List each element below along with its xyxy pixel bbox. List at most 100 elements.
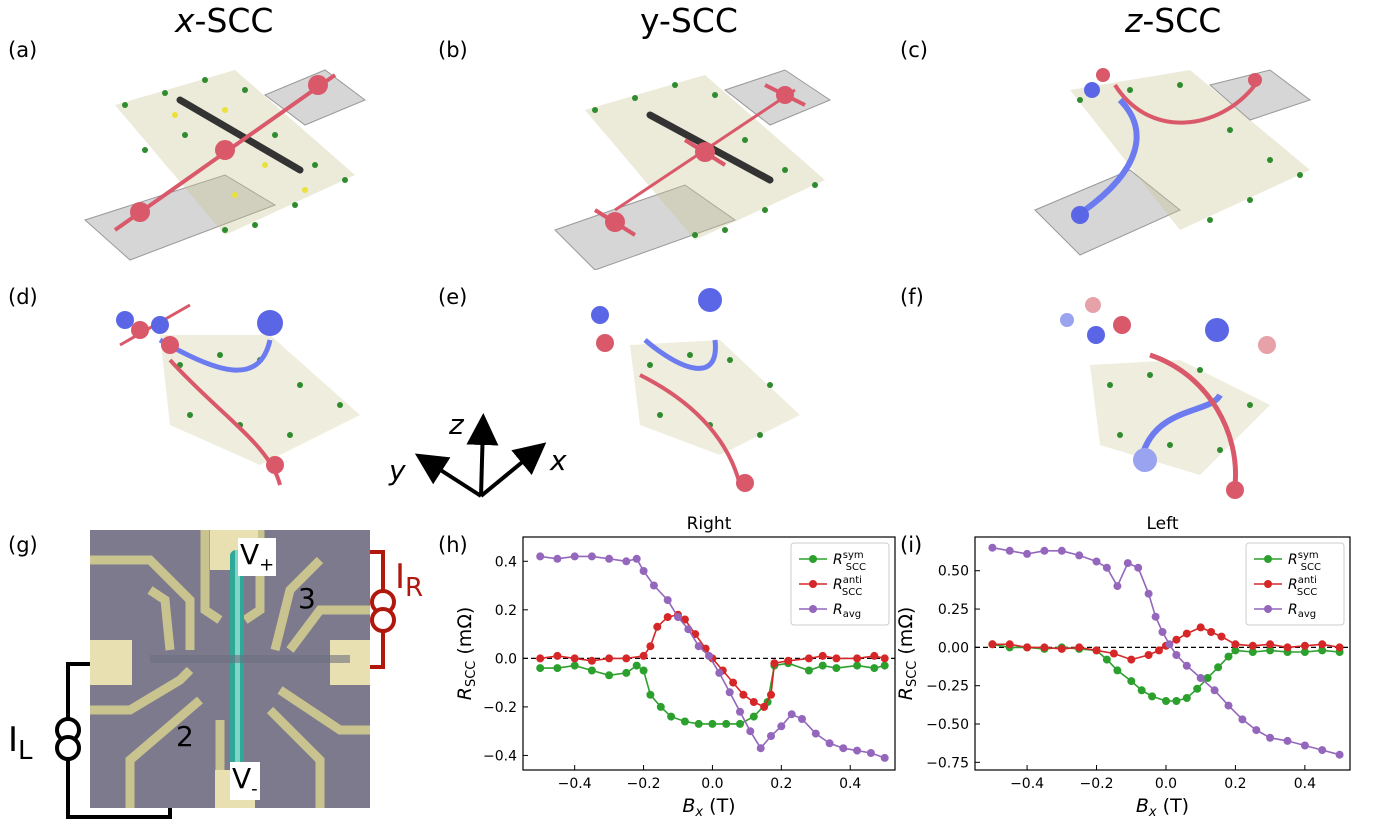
axes-triad: z y x [388,408,567,498]
data-point [649,581,658,590]
data-point [784,656,793,665]
data-point [1318,746,1327,755]
data-point [639,666,648,675]
crystal-render-f [1060,297,1276,499]
legend-marker [1264,605,1272,613]
label-contact-3: 3 [298,582,316,615]
panel-label-g: (g) [8,533,38,557]
data-point [1203,674,1212,682]
data-point [1057,644,1066,653]
y-axis-label: RSCC (mΩ) [895,607,920,701]
x-axis-label: Bx (T) [1136,795,1189,820]
y-tick-label: 0.50 [938,564,969,580]
crystal-render-c [1034,68,1312,256]
data-point [570,552,579,561]
y-tick-label: −0.25 [926,679,969,695]
data-point [1252,726,1261,735]
data-point [811,729,820,738]
data-point [1092,646,1101,655]
data-point [804,654,813,663]
x-tick-label: −0.2 [1080,776,1114,792]
data-point [870,664,879,673]
data-point [870,651,879,660]
panel-label-f: (f) [900,285,924,309]
data-point [1113,582,1122,591]
y-tick-label: 0.25 [938,602,969,618]
data-point [725,688,734,697]
data-point [1214,663,1223,672]
data-point [1102,563,1111,572]
data-point [880,753,889,762]
data-point [1148,692,1157,701]
data-point [825,739,834,748]
data-point [587,666,596,675]
data-point [701,644,710,653]
crystal-render-e [591,288,800,492]
data-point [680,717,689,726]
data-point [622,557,631,566]
axis-label-x: x [549,444,567,477]
data-point [674,613,682,622]
data-point [605,654,614,663]
data-point [715,668,724,677]
data-point [680,615,689,624]
data-point [1040,643,1049,652]
data-point [777,722,786,731]
data-point [1266,640,1275,649]
panel-label-c: (c) [900,38,928,62]
data-point [1123,559,1132,568]
data-point [988,640,997,649]
data-point [553,664,562,673]
data-point [570,661,579,670]
data-point [1144,589,1153,598]
data-point [853,746,862,755]
data-point [770,659,779,668]
device-micrograph: V+ V- 3 2 [90,530,370,808]
data-point [839,744,848,753]
data-point [729,678,738,687]
data-point [756,744,765,753]
y-tick-label: 0.2 [495,603,517,619]
legend-marker [1264,580,1272,588]
data-point [587,656,596,665]
legend-label: Ranti SCC [1288,575,1317,598]
data-point [1005,640,1014,649]
data-point [1172,697,1181,705]
data-point [1266,646,1275,655]
data-point [739,690,748,699]
chart-right: Right −0.4 −0.2 0.0 0.2 0.4 −0.4 −0.2 0.0 0.2 0.4 B… [454,514,896,820]
panel-label-e: (e) [438,285,468,309]
x-tick-label: −0.4 [1010,776,1044,792]
label-v-minus: V- [230,762,260,800]
data-point [1335,750,1344,759]
y-tick-label: 0.4 [495,554,517,570]
chart-title: Left [1147,514,1179,534]
data-point [708,719,717,728]
data-point [1210,686,1219,695]
data-point [694,642,703,651]
data-point [694,719,703,728]
data-point [1300,641,1309,650]
data-point [1162,697,1170,705]
data-point [1057,546,1066,555]
axis-label-y: y [388,454,406,487]
data-point [767,732,775,740]
data-point [1075,551,1084,560]
data-point [880,661,889,670]
plot-frame [974,536,1351,771]
data-point [749,698,758,706]
device-wiring [55,550,396,819]
legend-label: Ravg [1288,602,1316,620]
data-point [1113,666,1122,675]
data-point [1193,684,1202,693]
data-point [1137,686,1146,695]
y-tick-label: 0.0 [495,651,517,667]
data-point [536,552,545,561]
data-point [1165,640,1174,649]
data-point [587,552,596,561]
x-axis-label: Bx (T) [682,795,735,820]
title-z-scc: z-SCC [1125,1,1222,40]
data-point [988,543,997,552]
data-point [646,690,655,699]
